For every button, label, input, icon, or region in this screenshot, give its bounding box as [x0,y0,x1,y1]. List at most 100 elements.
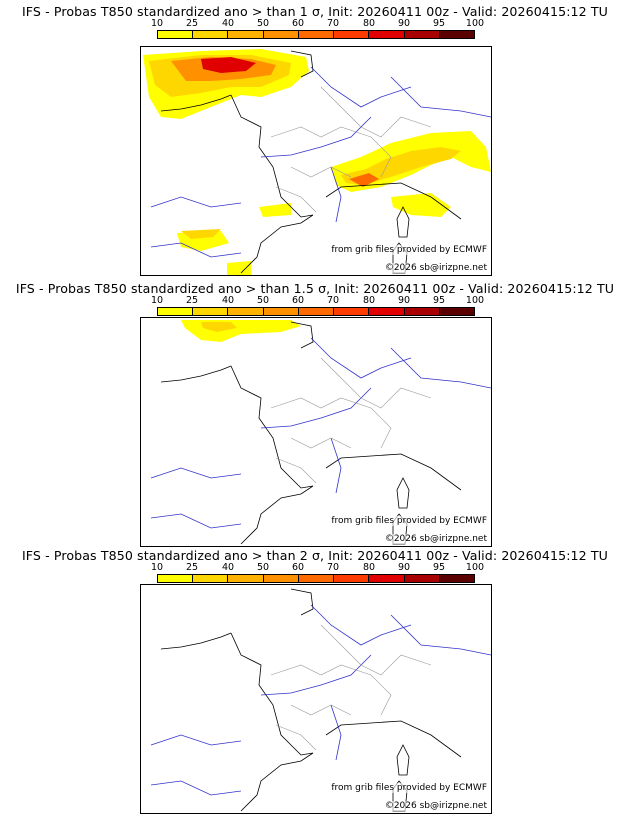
colorbar-tick: 25 [185,562,199,573]
coastline [160,365,232,383]
data-source-credit: from grib files provided by ECMWF [331,783,487,793]
map-canvas [143,49,491,275]
colorbar-swatch [298,575,335,582]
river [150,467,242,479]
colorbar-swatch [369,308,405,315]
border [275,457,317,484]
probability-map: from grib files provided by ECMWF ©2026 … [140,584,492,814]
colorbar-tick: 90 [397,18,411,29]
probability-area-iberia-south [227,261,251,275]
map-canvas [150,320,491,545]
probability-map: from grib files provided by ECMWF ©2026 … [140,46,492,276]
colorbar-swatch [369,575,405,582]
copyright-credit: ©2026 sb@irizpne.net [384,801,487,811]
coastline-uk [290,50,314,78]
river [310,604,412,646]
colorbar-tick: 100 [465,562,485,573]
colorbar-swatch [263,575,299,582]
coastline [160,632,232,650]
map-canvas [150,588,491,812]
colorbar-labels: 10 25 40 50 60 70 80 90 95 100 [0,18,630,30]
probability-map: from grib files provided by ECMWF ©2026 … [140,317,492,547]
border [320,357,432,409]
colorbar-swatch [404,31,440,38]
colorbar-swatch [228,308,264,315]
probability-area-west [259,203,291,217]
data-source-credit: from grib files provided by ECMWF [331,516,487,526]
colorbar-swatch [228,31,264,38]
river [260,116,372,158]
river [150,196,242,208]
coastline [325,453,462,491]
colorbar-tick: 95 [432,562,446,573]
colorbar [157,30,475,39]
probability-area-alps-high [349,173,379,187]
colorbar-labels: 10 25 40 50 60 70 80 90 95 100 [0,562,630,574]
colorbar-swatch [298,308,335,315]
colorbar-tick: 100 [465,295,485,306]
colorbar-swatch [334,575,370,582]
colorbar-tick: 25 [185,295,199,306]
colorbar-swatch [439,308,474,315]
coastline [230,632,314,756]
border [270,397,392,449]
coastline [325,720,462,758]
colorbar-tick: 95 [432,18,446,29]
colorbar-tick: 60 [291,562,305,573]
colorbar-labels: 10 25 40 50 60 70 80 90 95 100 [0,295,630,307]
border [270,664,392,716]
colorbar-tick: 80 [362,295,376,306]
coastline-uk [290,588,314,616]
border [290,166,352,178]
probability-area-bay [181,229,221,239]
colorbar-tick: 40 [221,562,235,573]
coastline [230,365,314,489]
colorbar [157,307,475,316]
map-title: IFS - Probas T850 standardized ano > tha… [15,281,615,296]
river [330,704,342,761]
coastline-uk [290,321,314,349]
river [390,347,491,389]
colorbar-tick: 70 [326,562,340,573]
colorbar-swatch [158,575,194,582]
probability-area-north-max [201,57,256,73]
colorbar-tick: 70 [326,18,340,29]
border [320,86,432,138]
border [290,437,352,449]
colorbar-swatch [193,308,229,315]
river [150,780,242,796]
colorbar-swatch [263,31,299,38]
probability-area-north-mid [201,322,237,332]
colorbar-tick: 60 [291,295,305,306]
river [150,513,242,529]
river [390,614,491,656]
river [150,242,242,258]
coastline-corsica [396,206,410,238]
colorbar-tick: 90 [397,295,411,306]
probability-area-north [181,320,301,342]
colorbar-swatch [439,575,474,582]
colorbar-tick: 90 [397,562,411,573]
coastline-corsica [396,744,410,776]
coastline [240,485,314,545]
colorbar-tick: 100 [465,18,485,29]
colorbar-swatch [334,31,370,38]
colorbar-swatch [228,575,264,582]
coastline-corsica [396,477,410,509]
colorbar-swatch [369,31,405,38]
coastline [160,94,232,112]
border [320,624,432,676]
colorbar-tick: 60 [291,18,305,29]
coastline [240,752,314,812]
colorbar-tick: 10 [150,295,164,306]
colorbar-tick: 10 [150,562,164,573]
copyright-credit: ©2026 sb@irizpne.net [384,534,487,544]
colorbar-tick: 50 [256,562,270,573]
border [275,724,317,751]
colorbar-swatch [263,308,299,315]
river [310,337,412,379]
colorbar-swatch [158,308,194,315]
border [275,186,317,213]
colorbar-swatch [193,575,229,582]
colorbar-swatch [404,575,440,582]
